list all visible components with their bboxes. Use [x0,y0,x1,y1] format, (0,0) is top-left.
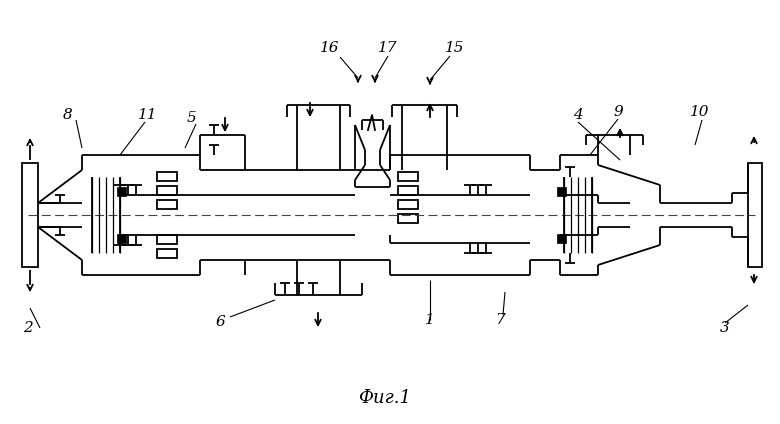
Text: 2: 2 [23,321,33,335]
Bar [117,234,126,243]
Text: 5: 5 [187,111,197,125]
Bar [398,200,418,209]
Bar [557,234,566,243]
Text: Фиг.1: Фиг.1 [359,389,412,407]
Bar [557,187,566,196]
Bar [398,214,418,223]
Bar [398,186,418,195]
Text: 1: 1 [425,313,435,327]
Text: 3: 3 [720,321,730,335]
Bar [157,249,177,258]
Bar [157,200,177,209]
Text: 6: 6 [215,315,225,329]
Bar [157,235,177,244]
Bar [22,163,38,267]
Text: 10: 10 [690,105,710,119]
Text: 8: 8 [63,108,73,122]
Text: 11: 11 [138,108,158,122]
Bar [157,172,177,181]
Text: 9: 9 [613,105,623,119]
Text: 7: 7 [495,313,505,327]
Bar [398,172,418,181]
Bar [117,187,126,196]
Text: 4: 4 [573,108,583,122]
Text: 16: 16 [321,41,340,55]
Text: 17: 17 [378,41,398,55]
Text: 15: 15 [445,41,465,55]
Bar [157,186,177,195]
Bar [748,163,762,267]
